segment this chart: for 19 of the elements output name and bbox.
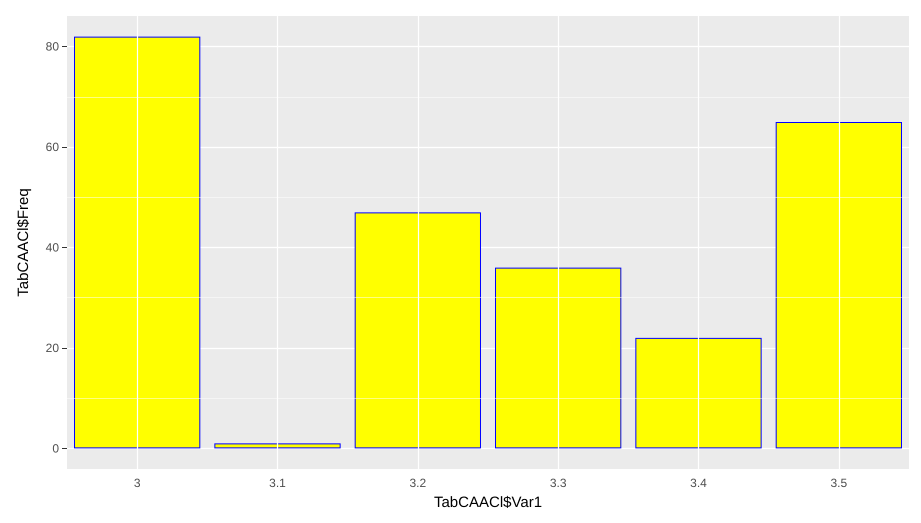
y-tick-label: 80 bbox=[46, 40, 60, 54]
x-tick-label: 3.4 bbox=[690, 476, 708, 490]
x-tick-label: 3 bbox=[134, 476, 141, 490]
y-tick-label: 0 bbox=[52, 441, 60, 456]
bar bbox=[214, 443, 341, 448]
x-tick-label: 3.2 bbox=[409, 476, 426, 490]
bar bbox=[776, 122, 902, 448]
bar bbox=[354, 212, 481, 448]
x-tick-label: 3.3 bbox=[550, 476, 567, 490]
x-tick-label: 3.5 bbox=[830, 476, 848, 490]
bar bbox=[74, 36, 200, 448]
y-tick-label: 60 bbox=[46, 140, 60, 154]
bar bbox=[495, 268, 622, 448]
y-tick-label: 40 bbox=[46, 240, 60, 255]
x-tick-label: 3.1 bbox=[269, 476, 286, 490]
y-tick-label: 20 bbox=[46, 340, 60, 355]
bar bbox=[635, 338, 762, 448]
x-axis-title: TabCAACl$Var1 bbox=[434, 494, 542, 511]
y-axis-title: TabCAACl$Freq bbox=[15, 188, 32, 297]
